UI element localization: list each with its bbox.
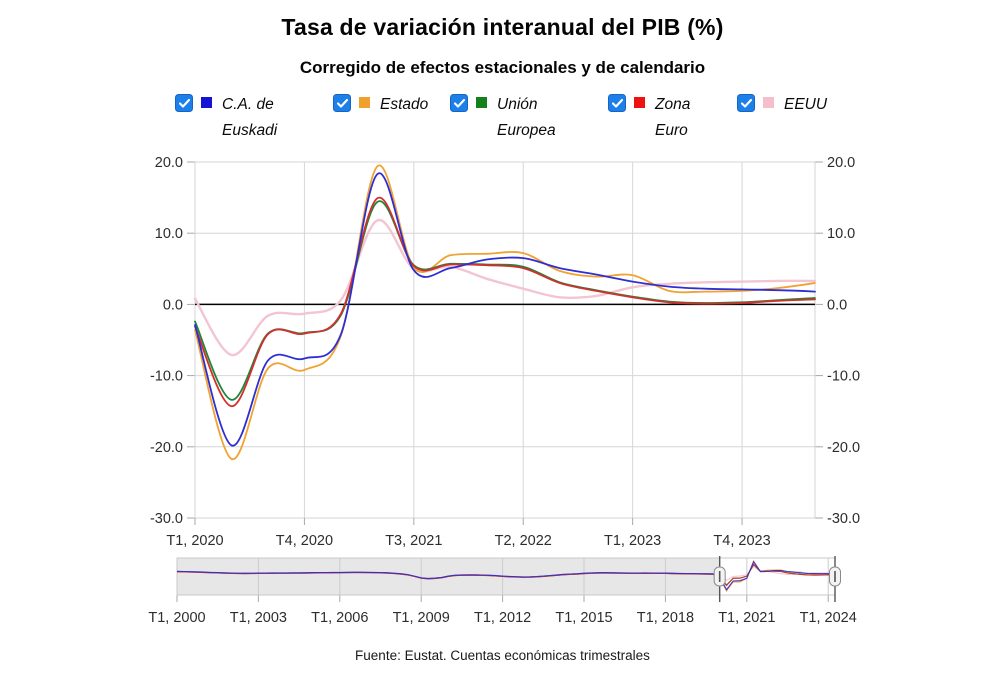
x-axis-label: T2, 2022 — [495, 533, 552, 549]
legend-swatch-icon — [634, 97, 645, 108]
check-icon — [453, 98, 465, 108]
legend-item: Unión Europea — [450, 92, 608, 144]
legend-checkbox[interactable] — [608, 94, 626, 112]
y-axis-label-left: -10.0 — [150, 369, 183, 385]
navigator-axis-label: T1, 2003 — [230, 610, 287, 626]
legend-label: EEUU — [784, 96, 828, 113]
legend-item: C.A. de Euskadi — [175, 92, 333, 144]
legend-label: Zona Euro — [655, 96, 691, 139]
legend-checkbox[interactable] — [175, 94, 193, 112]
y-axis-label-left: 10.0 — [155, 226, 183, 242]
page-title: Tasa de variación interanual del PIB (%) — [281, 14, 724, 40]
chart-subtitle: Corregido de efectos estacionales y de c… — [299, 58, 706, 77]
check-icon — [740, 98, 752, 108]
navigator-axis-label: T1, 2024 — [800, 610, 857, 626]
x-axis-label: T3, 2021 — [385, 533, 442, 549]
navigator-axis-label: T1, 2015 — [555, 610, 612, 626]
legend-item: Zona Euro — [608, 92, 737, 144]
series-line-estado — [194, 164, 816, 460]
check-icon — [178, 98, 190, 108]
y-axis-label-left: 0.0 — [163, 297, 183, 313]
legend-label: C.A. de Euskadi — [222, 96, 278, 139]
legend-label: Estado — [380, 96, 429, 113]
series-line-eeuu — [193, 219, 817, 357]
navigator-axis-label: T1, 2021 — [718, 610, 775, 626]
x-axis-label: T4, 2023 — [713, 533, 770, 549]
navigator-axis-label: T1, 2009 — [393, 610, 450, 626]
y-axis-label-right: 0.0 — [827, 297, 847, 313]
x-axis-label: T4, 2020 — [276, 533, 333, 549]
navigator-axis-label: T1, 2018 — [637, 610, 694, 626]
legend-swatch-icon — [763, 97, 774, 108]
y-axis-label-right: 10.0 — [827, 226, 855, 242]
y-axis-label-right: -20.0 — [827, 440, 860, 456]
y-axis-label-right: -10.0 — [827, 369, 860, 385]
series-line-zona-euro — [194, 197, 816, 408]
navigator-axis-label: T1, 2000 — [148, 610, 205, 626]
check-icon — [336, 98, 348, 108]
navigator-axis-label: T1, 2012 — [474, 610, 531, 626]
y-axis-label-left: 20.0 — [155, 155, 183, 171]
legend-swatch-icon — [359, 97, 370, 108]
source-caption: Fuente: Eustat. Cuentas económicas trime… — [355, 648, 650, 663]
x-axis-label: T1, 2023 — [604, 533, 661, 549]
legend-checkbox[interactable] — [333, 94, 351, 112]
x-axis-label: T1, 2020 — [166, 533, 223, 549]
y-axis-label-left: -30.0 — [150, 511, 183, 527]
series-line-c-a-de-euskadi — [194, 172, 816, 447]
check-icon — [611, 98, 623, 108]
legend-item: EEUU — [737, 92, 827, 118]
series-line-uni-n-europea — [194, 200, 816, 401]
legend-checkbox[interactable] — [737, 94, 755, 112]
y-axis-label-left: -20.0 — [150, 440, 183, 456]
y-axis-label-right: 20.0 — [827, 155, 855, 171]
legend-item: Estado — [333, 92, 450, 118]
legend-label: Unión Europea — [497, 96, 556, 139]
legend-checkbox[interactable] — [450, 94, 468, 112]
legend: C.A. de Euskadi Estado Unión Europea Zona E… — [175, 92, 827, 144]
y-axis-label-right: -30.0 — [827, 511, 860, 527]
navigator-series-line — [177, 560, 835, 591]
navigator-axis-label: T1, 2006 — [311, 610, 368, 626]
legend-swatch-icon — [201, 97, 212, 108]
legend-swatch-icon — [476, 97, 487, 108]
